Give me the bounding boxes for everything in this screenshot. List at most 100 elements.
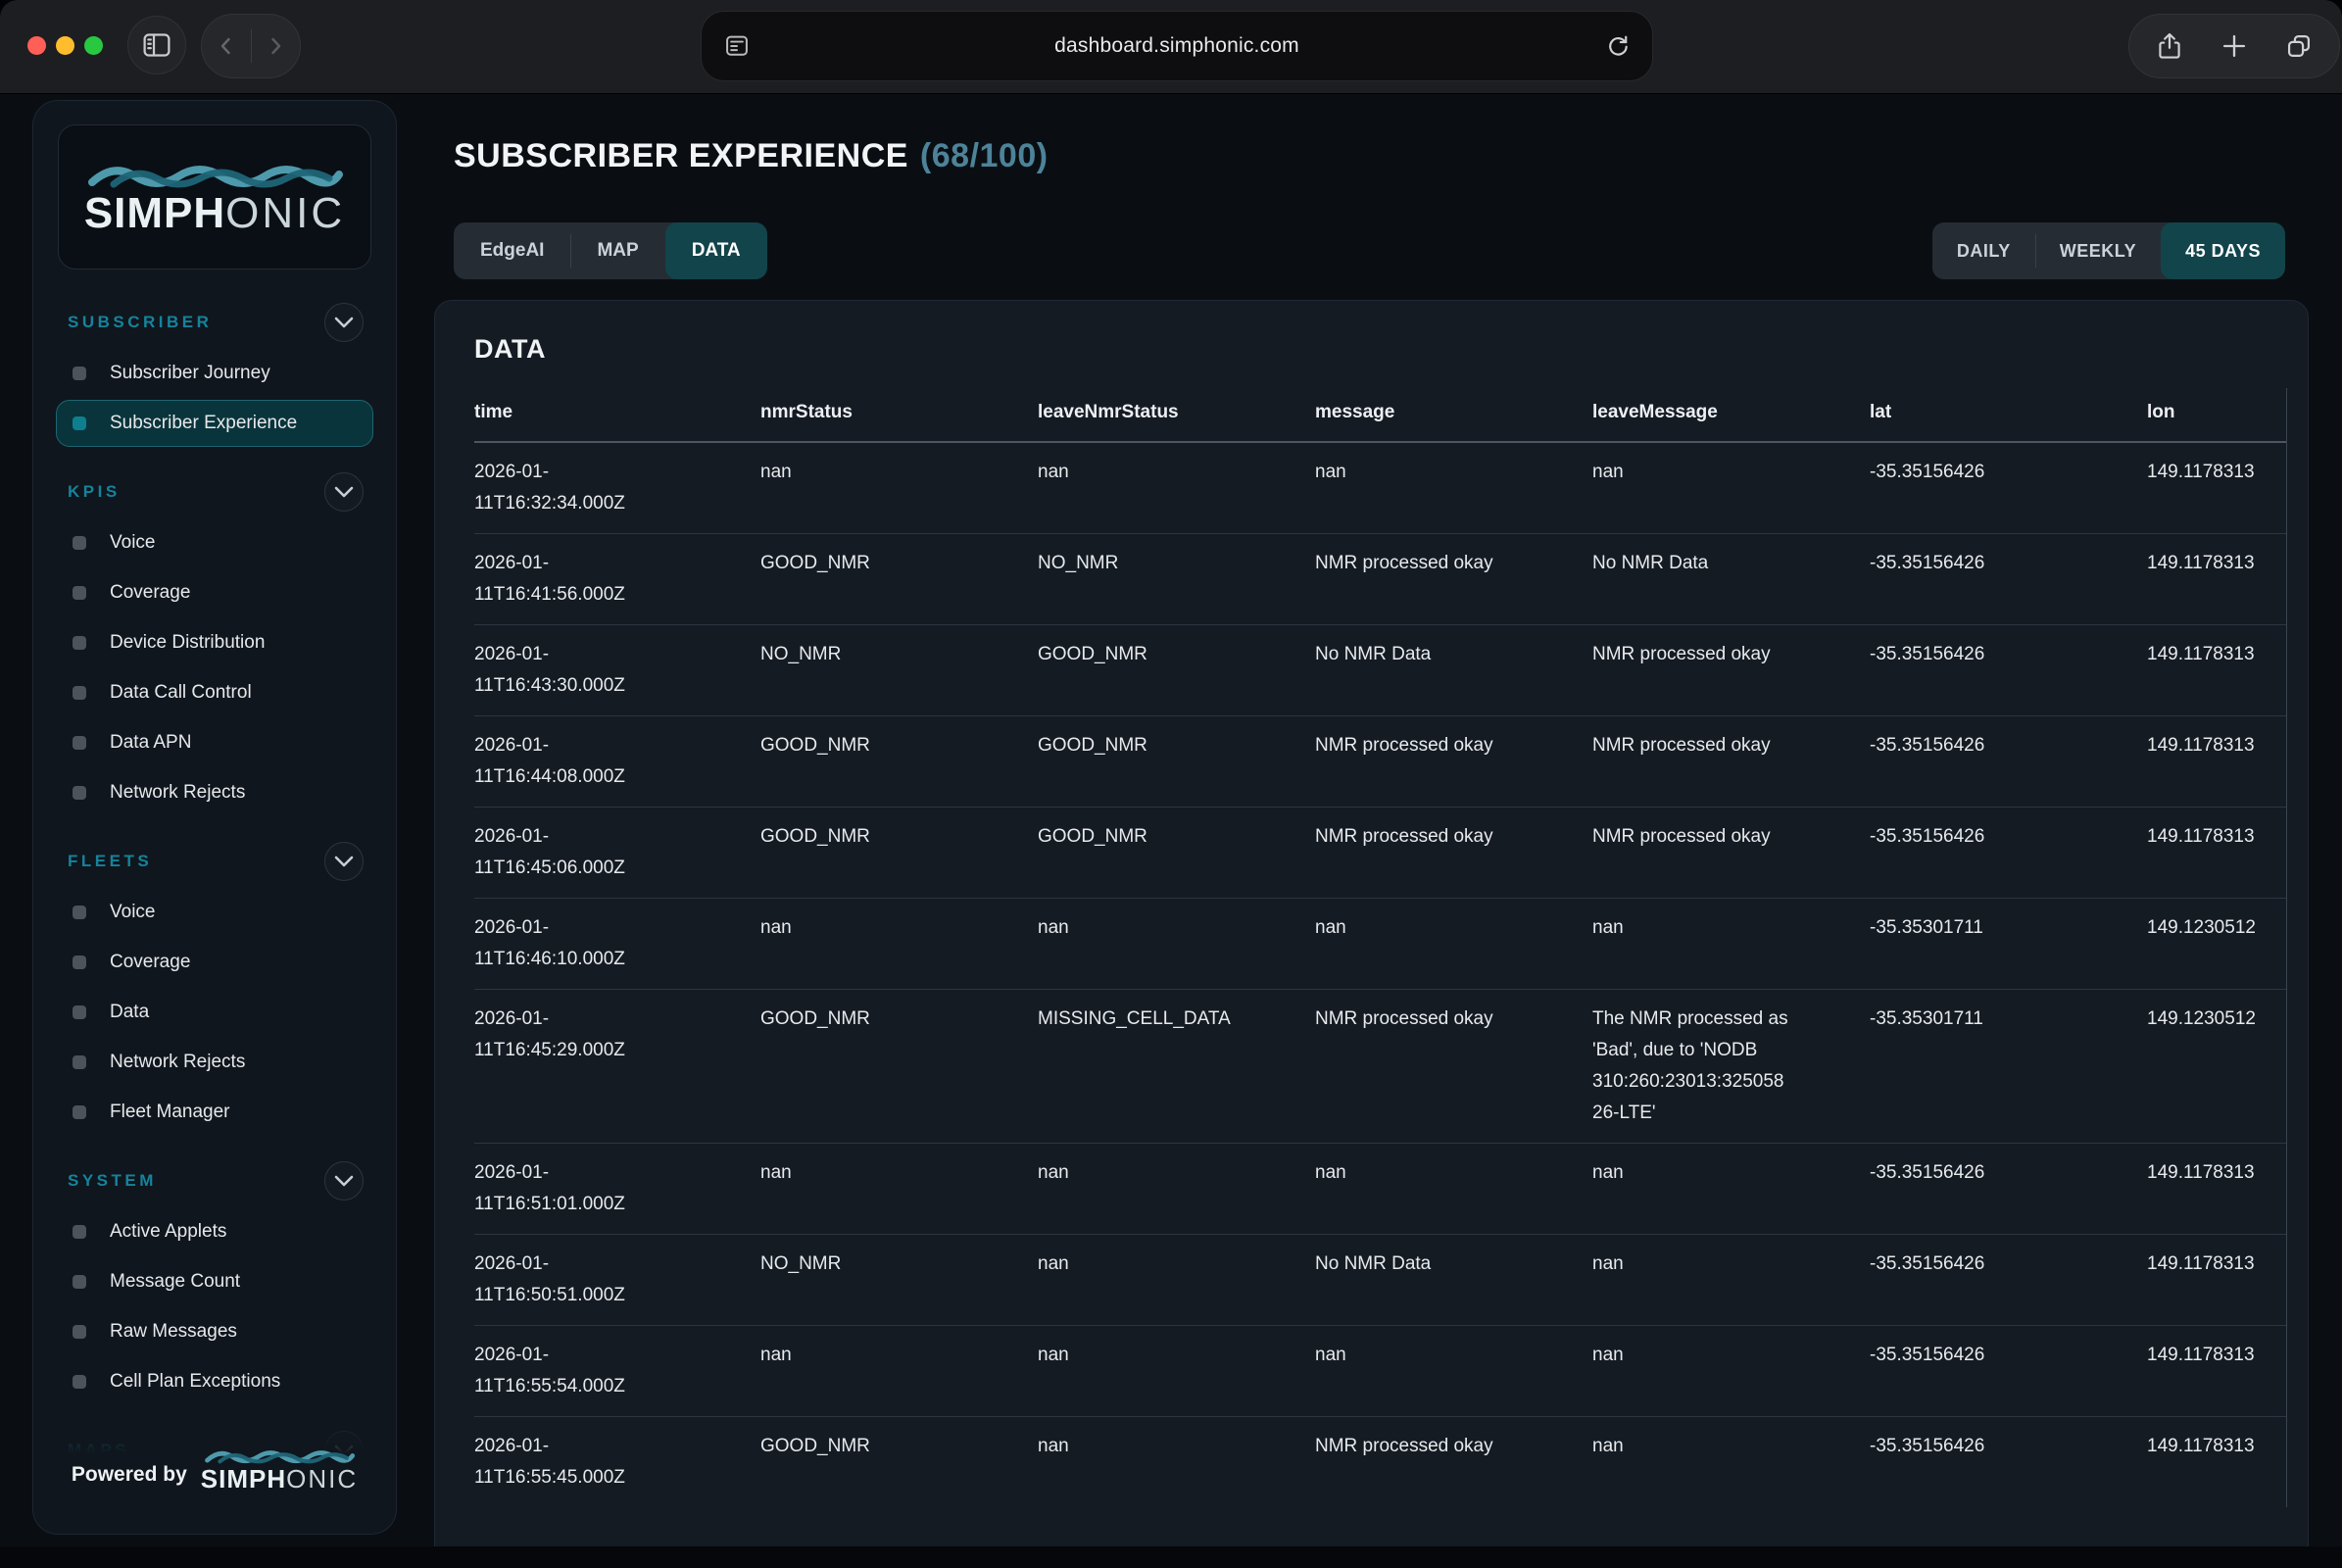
sidebar-item-coverage[interactable]: Coverage <box>56 569 373 616</box>
sidebar-item-label: Fleet Manager <box>110 1102 230 1123</box>
sidebar-item-network-rejects[interactable]: Network Rejects <box>56 769 373 816</box>
plus-icon <box>2220 32 2248 60</box>
section-title: KPIS <box>68 482 121 502</box>
sidebar-item-label: Subscriber Journey <box>110 363 270 384</box>
item-bullet-icon <box>73 736 86 750</box>
sidebar-item-data-call-control[interactable]: Data Call Control <box>56 669 373 716</box>
section-collapse-button[interactable] <box>324 472 364 512</box>
address-bar[interactable]: dashboard.simphonic.com <box>701 11 1653 81</box>
sidebar-item-voice[interactable]: Voice <box>56 519 373 566</box>
sidebar-panel-icon <box>142 32 171 58</box>
new-tab-button[interactable] <box>2220 32 2248 60</box>
footer-logo-waves-icon <box>201 1446 358 1466</box>
page-title: SUBSCRIBER EXPERIENCE(68/100) <box>454 137 1049 175</box>
sidebar-item-device-distribution[interactable]: Device Distribution <box>56 619 373 666</box>
sidebar-item-data[interactable]: Data <box>56 989 373 1036</box>
table-row: 2026-01-11T16:51:01.000Znannannannan-35.… <box>474 1144 2287 1235</box>
chevron-down-icon <box>334 486 354 498</box>
item-bullet-icon <box>73 1275 86 1289</box>
history-nav-group <box>201 14 301 78</box>
sidebar-footer: Powered by SIMPHONIC <box>33 1396 396 1534</box>
sidebar-item-label: Network Rejects <box>110 782 245 804</box>
zoom-window-button[interactable] <box>84 36 103 55</box>
column-header-leavemessage: leaveMessage <box>1592 388 1870 442</box>
item-bullet-icon <box>73 1225 86 1239</box>
cell-leavenmrstatus: GOOD_NMR <box>1038 625 1315 716</box>
range-tab-weekly[interactable]: WEEKLY <box>2035 222 2161 279</box>
cell-nmrstatus: nan <box>760 1144 1038 1235</box>
sidebar-item-label: Data APN <box>110 732 191 754</box>
sidebar-item-voice[interactable]: Voice <box>56 889 373 936</box>
column-header-message: message <box>1315 388 1592 442</box>
cell-leavemessage: NMR processed okay <box>1592 625 1870 716</box>
cell-time: 2026-01-11T16:45:29.000Z <box>474 990 760 1144</box>
sidebar-item-subscriber-journey[interactable]: Subscriber Journey <box>56 350 373 397</box>
minimize-window-button[interactable] <box>56 36 74 55</box>
table-row: 2026-01-11T16:55:45.000ZGOOD_NMRnanNMR p… <box>474 1417 2287 1508</box>
share-icon <box>2156 31 2183 61</box>
section-collapse-button[interactable] <box>324 303 364 342</box>
toolbar-actions-group <box>2128 14 2340 78</box>
footer-logo: SIMPHONIC <box>201 1446 358 1492</box>
section-collapse-button[interactable] <box>324 1161 364 1200</box>
cell-lon: 149.1178313 <box>2147 1144 2287 1235</box>
cell-leavemessage: nan <box>1592 1235 1870 1326</box>
chevron-left-icon <box>216 34 237 58</box>
cell-lon: 149.1178313 <box>2147 1417 2287 1508</box>
data-table: timenmrStatusleaveNmrStatusmessageleaveM… <box>474 388 2287 1507</box>
page-title-text: SUBSCRIBER EXPERIENCE <box>454 137 908 174</box>
cell-leavenmrstatus: GOOD_NMR <box>1038 808 1315 899</box>
sidebar-item-data-apn[interactable]: Data APN <box>56 719 373 766</box>
cell-lat: -35.35156426 <box>1870 625 2147 716</box>
data-panel: DATA timenmrStatusleaveNmrStatusmessagel… <box>434 300 2309 1568</box>
sidebar-item-label: Cell Plan Exceptions <box>110 1371 280 1393</box>
range-tab-daily[interactable]: DAILY <box>1932 222 2035 279</box>
cell-leavenmrstatus: nan <box>1038 899 1315 990</box>
sidebar-item-label: Subscriber Experience <box>110 413 297 434</box>
sidebar-item-label: Voice <box>110 902 155 923</box>
tab-map[interactable]: MAP <box>570 222 664 279</box>
reader-icon[interactable] <box>723 32 751 60</box>
section-collapse-button[interactable] <box>324 842 364 881</box>
sidebar-item-label: Data <box>110 1002 149 1023</box>
sidebar-item-coverage[interactable]: Coverage <box>56 939 373 986</box>
sidebar-item-active-applets[interactable]: Active Applets <box>56 1208 373 1255</box>
item-bullet-icon <box>73 786 86 800</box>
back-button[interactable] <box>203 15 251 77</box>
sidebar-item-message-count[interactable]: Message Count <box>56 1258 373 1305</box>
forward-button[interactable] <box>252 15 300 77</box>
cell-lon: 149.1230512 <box>2147 990 2287 1144</box>
cell-lon: 149.1178313 <box>2147 1235 2287 1326</box>
sidebar-toggle-button[interactable] <box>127 16 186 74</box>
cell-message: NMR processed okay <box>1315 716 1592 808</box>
browser-chrome: dashboard.simphonic.com <box>0 0 2342 94</box>
cell-message: NMR processed okay <box>1315 808 1592 899</box>
tab-data[interactable]: DATA <box>665 222 767 279</box>
cell-lon: 149.1230512 <box>2147 899 2287 990</box>
sidebar-item-fleet-manager[interactable]: Fleet Manager <box>56 1089 373 1136</box>
chevron-down-icon <box>334 1175 354 1187</box>
tab-overview-button[interactable] <box>2285 32 2313 60</box>
reload-icon[interactable] <box>1605 33 1631 59</box>
sidebar-item-network-rejects[interactable]: Network Rejects <box>56 1039 373 1086</box>
sidebar-item-subscriber-experience[interactable]: Subscriber Experience <box>56 400 373 447</box>
cell-leavemessage: nan <box>1592 899 1870 990</box>
range-tab-45-days[interactable]: 45 DAYS <box>2161 222 2285 279</box>
app-logo: SIMPHONIC <box>58 124 371 270</box>
close-window-button[interactable] <box>27 36 46 55</box>
tab-edgeai[interactable]: EdgeAI <box>454 222 570 279</box>
sidebar-item-raw-messages[interactable]: Raw Messages <box>56 1308 373 1355</box>
page-background: SIMPHONIC SUBSCRIBERSubscriber JourneySu… <box>0 94 2342 1568</box>
column-header-nmrstatus: nmrStatus <box>760 388 1038 442</box>
footer-logo-text-bold: SIMPH <box>201 1464 286 1494</box>
sidebar-item-label: Coverage <box>110 952 190 973</box>
section-title: FLEETS <box>68 852 152 871</box>
item-bullet-icon <box>73 906 86 919</box>
item-bullet-icon <box>73 956 86 969</box>
cell-lat: -35.35156426 <box>1870 442 2147 534</box>
share-button[interactable] <box>2156 31 2183 61</box>
sidebar-item-label: Message Count <box>110 1271 240 1293</box>
footer-logo-wordmark: SIMPHONIC <box>201 1466 358 1492</box>
section-title: SYSTEM <box>68 1171 157 1191</box>
sidebar-item-label: Network Rejects <box>110 1052 245 1073</box>
